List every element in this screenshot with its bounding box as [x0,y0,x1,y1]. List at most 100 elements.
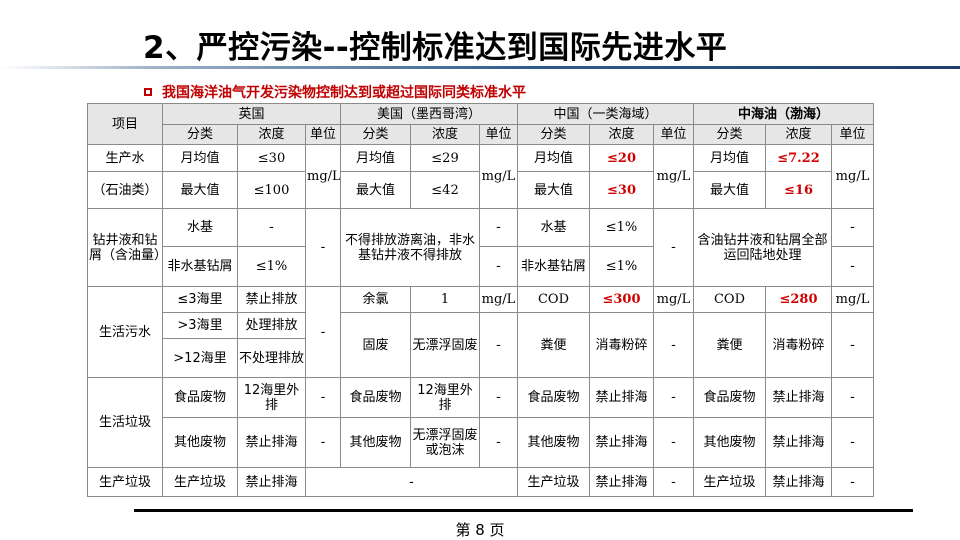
cell-unit: mg/L [830,286,875,313]
cell: 食品废物 [517,377,590,418]
cell-unit: mg/L [479,286,518,313]
cell: ≤100 [237,171,306,209]
cell-highlight: ≤7.22 [765,144,832,172]
cell: - [237,208,306,247]
cell-unit: mg/L [653,144,694,209]
square-bullet-icon [144,88,152,96]
cell: - [305,377,341,418]
cell: - [830,377,875,418]
cell: 禁止排放 [237,286,306,313]
cell: - [305,467,518,497]
title-divider [0,66,960,69]
subtitle-text: 我国海洋油气开发污染物控制达到或超过国际同类标准水平 [162,85,526,101]
cell: 其他废物 [162,417,238,468]
cell: ≤1% [237,246,306,287]
cell: 粪便 [517,312,590,378]
cell: 其他废物 [340,417,411,468]
cell: 余氯 [340,286,411,313]
cell: 处理排放 [237,312,306,339]
cell: - [305,417,341,468]
cell: 生产垃圾 [162,467,238,497]
standards-table: 项目 英国 美国（墨西哥湾） 中国（一类海域） 中海油（渤海） 分类 浓度 单位… [87,103,875,497]
table-row: 生活污水 ≤3海里 禁止排放 - 余氯 1 mg/L COD ≤300 mg/L… [87,286,875,378]
cell-highlight: ≤16 [765,171,832,209]
cell: - [653,377,694,418]
footer-divider [134,509,913,512]
cell: 食品废物 [340,377,411,418]
cell: 禁止排海 [237,417,306,468]
cell: - [830,467,875,497]
subheader-category: 分类 [340,124,411,145]
region-header-cn: 中国（一类海域） [517,103,694,125]
cell: 其他废物 [693,417,766,468]
cell: 无漂浮固废或泡沫 [410,417,480,468]
cell: 食品废物 [162,377,238,418]
cell: 其他废物 [517,417,590,468]
cell: 月均值 [517,144,590,172]
cell: 食品废物 [693,377,766,418]
subheader-unit: 单位 [653,124,694,145]
cell: 1 [410,286,480,313]
region-header-uk: 英国 [162,103,341,125]
table-row: 生活垃圾 食品废物 12海里外排 - 食品废物 12海里外排 - 食品废物 禁止… [87,377,875,468]
cell: - [305,208,341,287]
cell: - [830,312,875,378]
subheader-concentration: 浓度 [237,124,306,145]
cell: 禁止排海 [237,467,306,497]
table-row: （石油类） 最大值 ≤100 最大值 ≤42 最大值 ≤30 最大值 ≤16 [87,171,874,209]
cell: 非水基钻屑 [162,246,238,287]
cell: 生产垃圾 [517,467,590,497]
row-label-produced-water: 生产水 [87,144,163,172]
cell: - [653,417,694,468]
cell: ≤42 [410,171,480,209]
page-title: 2、严控污染--控制标准达到国际先进水平 [143,30,728,66]
cell: 固废 [340,312,411,378]
table-row: >3海里 处理排放 固废 无漂浮固废 - 粪便 消毒粉碎 - 粪便 消毒粉碎 - [88,312,875,378]
cell: - [653,312,694,378]
subheader-unit: 单位 [305,124,341,145]
region-header-cnooc: 中海油（渤海） [692,103,875,125]
row-label-production-garbage: 生产垃圾 [87,467,163,497]
cell: 不得排放游离油，非水基钻井液不得排放 [340,208,480,287]
cell: 月均值 [693,144,766,172]
cell: 无漂浮固废 [410,312,480,378]
cell: - [479,377,518,418]
cell: >3海里 [162,312,238,339]
cell: - [479,246,518,287]
cell: 含油钻井液和钻屑全部运回陆地处理 [693,208,832,287]
subheader-concentration: 浓度 [765,124,832,145]
cell: ≤1% [589,246,654,287]
cell-unit: mg/L [830,144,875,209]
table-row: 其他废物 禁止排海 - 其他废物 无漂浮固废或泡沫 - 其他废物 禁止排海 - … [88,417,875,468]
subheader-category: 分类 [162,124,238,145]
cell: 最大值 [340,171,411,209]
cell: - [830,208,875,247]
table-row: 生产水 月均值 ≤30 mg/L 月均值 ≤29 mg/L 月均值 ≤20 mg… [87,144,875,209]
cell: 不处理排放 [237,338,306,378]
cell-highlight: ≤30 [589,171,654,209]
cell: >12海里 [162,338,238,378]
cell: 禁止排海 [765,417,832,468]
cell: COD [517,286,590,313]
subheader-unit: 单位 [830,124,875,145]
cell: 12海里外排 [237,377,306,418]
row-label-garbage: 生活垃圾 [87,377,163,468]
cell: ≤3海里 [162,286,238,313]
item-header: 项目 [87,103,163,145]
subtitle: 我国海洋油气开发污染物控制达到或超过国际同类标准水平 [144,82,526,102]
table-row: 钻井液和钻屑（含油量） 水基 - - 不得排放游离油，非水基钻井液不得排放 - … [87,208,875,287]
cell: 最大值 [693,171,766,209]
row-label-drilling: 钻井液和钻屑（含油量） [87,208,163,287]
subheader-category: 分类 [517,124,590,145]
subheader-category: 分类 [693,124,766,145]
cell: 粪便 [693,312,766,378]
subheader-concentration: 浓度 [589,124,654,145]
cell: ≤30 [237,144,306,172]
row-label-sewage: 生活污水 [87,286,163,378]
table-row: >12海里 不处理排放 [88,338,874,378]
cell: - [653,467,694,497]
table-header-row: 项目 英国 美国（墨西哥湾） 中国（一类海域） 中海油（渤海） [87,103,875,145]
cell: 月均值 [162,144,238,172]
subheader-unit: 单位 [479,124,518,145]
cell-unit: mg/L [305,144,341,209]
